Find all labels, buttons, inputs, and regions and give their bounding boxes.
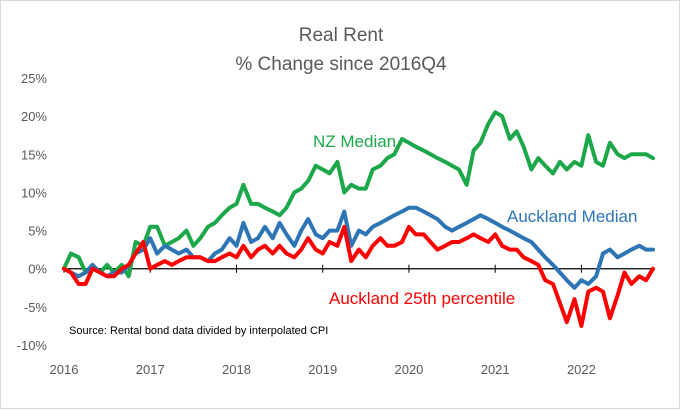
x-tick-label: 2019 [308, 362, 337, 377]
x-tick-label: 2017 [136, 362, 165, 377]
series-line-nz-median [62, 110, 655, 279]
y-tick-label: 20% [21, 109, 47, 124]
series-line-auckland-median [62, 205, 655, 290]
series-label-auckland-25th-percentile: Auckland 25th percentile [329, 289, 515, 308]
series-label-nz-median: NZ Median [313, 132, 396, 151]
x-axis: 2016 2017 2018 2019 2020 2021 2022 [50, 264, 653, 377]
source-note: Source: Rental bond data divided by inte… [69, 325, 328, 337]
y-tick-label: 5% [28, 224, 47, 239]
x-tick-label: 2021 [481, 362, 510, 377]
y-tick-label: -10% [17, 338, 48, 353]
y-tick-label: -5% [24, 300, 48, 315]
chart-title: Real Rent [299, 25, 384, 46]
x-tick-label: 2016 [50, 362, 79, 377]
chart-subtitle: % Change since 2016Q4 [235, 54, 447, 75]
series-label-auckland-median: Auckland Median [507, 207, 637, 226]
series-lines [62, 110, 655, 328]
y-tick-label: 10% [21, 185, 47, 200]
y-tick-label: 0% [28, 262, 47, 277]
x-tick-label: 2018 [222, 362, 251, 377]
x-tick-label: 2022 [567, 362, 596, 377]
y-tick-label: 15% [21, 147, 47, 162]
y-tick-label: 25% [21, 71, 47, 86]
y-axis-tick-labels: 25% 20% 15% 10% 5% 0% -5% -10% [17, 71, 48, 353]
series-line-auckland-25th-percentile [62, 224, 655, 328]
x-tick-label: 2020 [394, 362, 423, 377]
